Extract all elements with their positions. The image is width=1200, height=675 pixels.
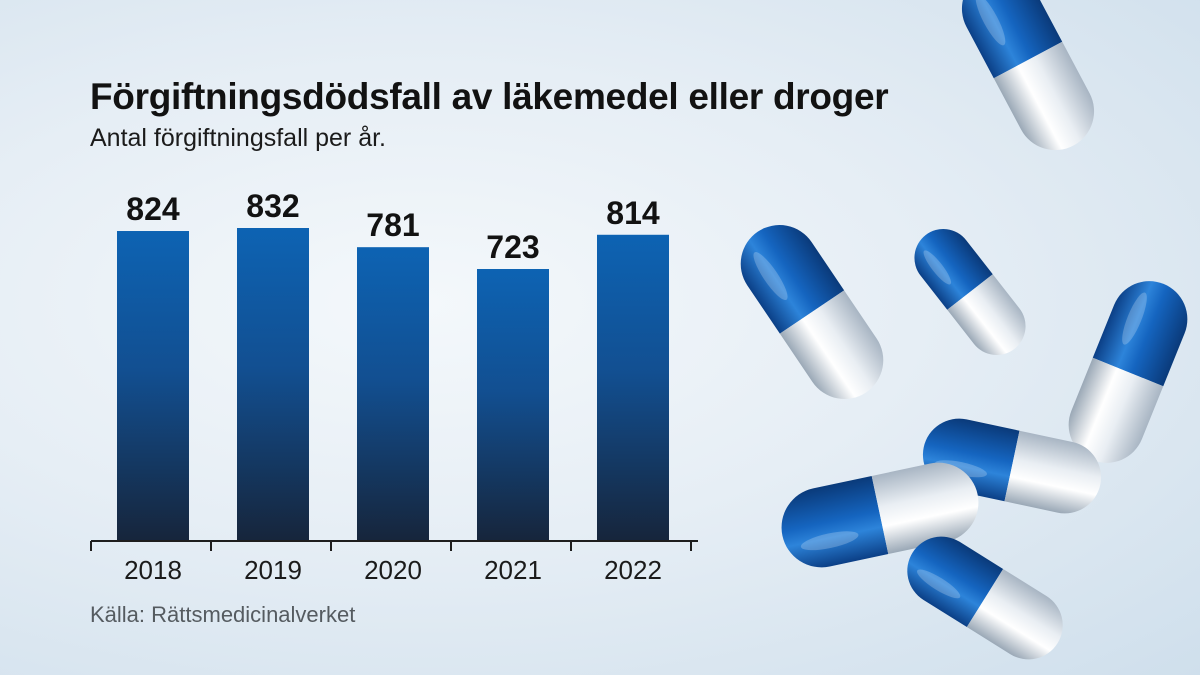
bar-value-label: 832 — [246, 188, 299, 224]
chart-subtitle: Antal förgiftningsfall per år. — [90, 124, 386, 152]
x-tick-label: 2019 — [244, 555, 302, 585]
source-note: Källa: Rättsmedicinalverket — [90, 602, 356, 627]
x-tick-label: 2020 — [364, 555, 422, 585]
bar-2018 — [117, 231, 189, 541]
bar-2021 — [477, 269, 549, 541]
bar-2022 — [597, 234, 669, 541]
chart-title: Förgiftningsdödsfall av läkemedel eller … — [90, 76, 889, 117]
bar-value-label: 781 — [366, 207, 419, 243]
bar-2019 — [237, 228, 309, 541]
x-tick-label: 2022 — [604, 555, 662, 585]
bar-2020 — [357, 247, 429, 542]
x-tick-label: 2018 — [124, 555, 182, 585]
bar-value-label: 723 — [486, 229, 539, 265]
x-tick-label: 2021 — [484, 555, 542, 585]
bar-value-label: 814 — [606, 195, 660, 231]
bar-value-label: 824 — [126, 191, 180, 227]
